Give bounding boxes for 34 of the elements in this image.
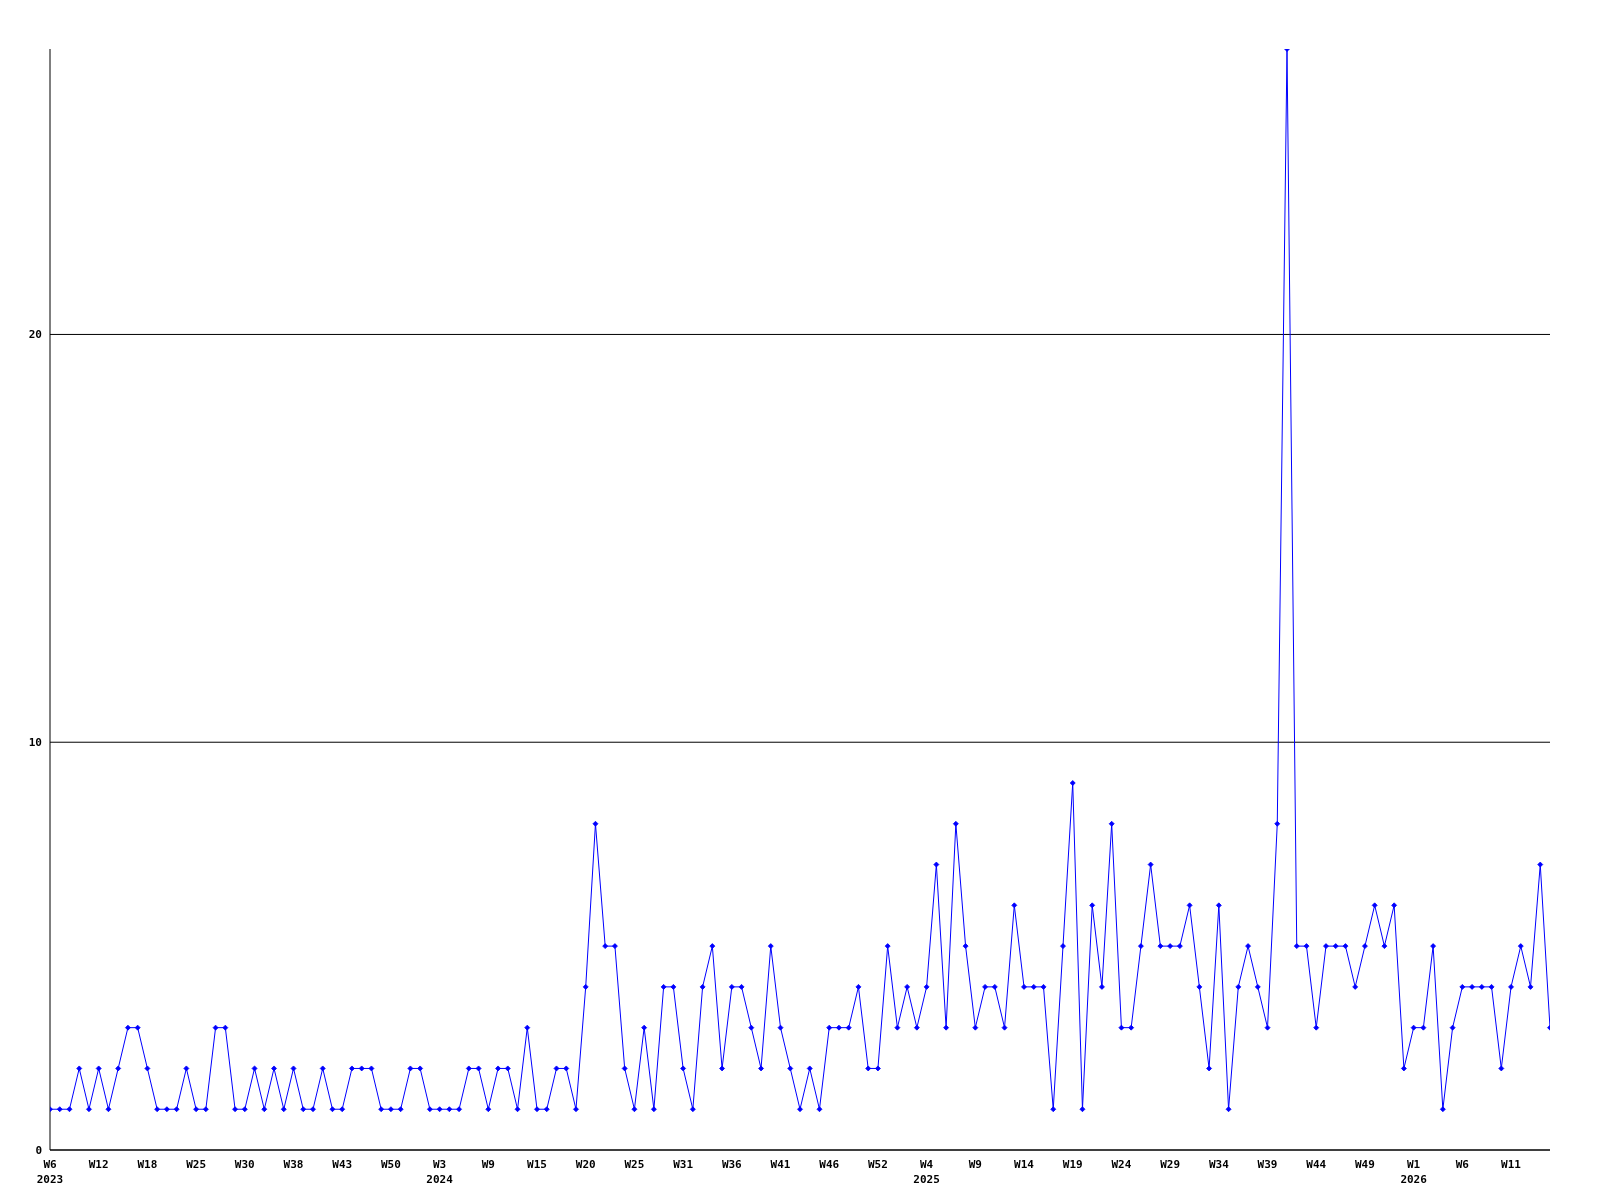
x-tick-label: W14 [1014, 1158, 1035, 1171]
x-tick-label: W18 [137, 1158, 158, 1171]
x-tick-label: W41 [770, 1158, 791, 1171]
x-tick-label: W25 [624, 1158, 645, 1171]
x-tick-label: W49 [1355, 1158, 1375, 1171]
y-tick-label: 0 [35, 1143, 42, 1157]
x-tick-label: W9 [968, 1158, 982, 1171]
x-tick-label: W19 [1062, 1158, 1083, 1171]
x-tick-label: W39 [1257, 1158, 1278, 1171]
x-tick-label: W15 [527, 1158, 547, 1171]
x-tick-label: W11 [1501, 1158, 1522, 1171]
x-tick-label: W44 [1306, 1158, 1327, 1171]
x-tick-label: W36 [721, 1158, 743, 1171]
x-tick-label: W52 [867, 1158, 888, 1171]
y-tick-label: 10 [28, 736, 42, 750]
x-tick-label: W24 [1111, 1158, 1132, 1171]
x-tick-label: W4 2025 [913, 1158, 940, 1186]
x-tick-label: W9 [481, 1158, 495, 1171]
y-tick-label: 20 [28, 328, 42, 342]
x-tick-label: W50 [380, 1158, 401, 1171]
x-tick-label: W6 2023 [36, 1158, 64, 1186]
x-tick-label: W38 [283, 1158, 304, 1171]
x-tick-label: W29 [1160, 1158, 1181, 1171]
x-tick-label: W3 2024 [426, 1158, 454, 1186]
x-tick-label: W34 [1208, 1158, 1230, 1171]
x-tick-label: W25 [186, 1158, 207, 1171]
x-tick-label: W43 [332, 1158, 353, 1171]
x-tick-label: W46 [819, 1158, 840, 1171]
x-tick-label: W20 [575, 1158, 596, 1171]
x-tick-label: W30 [234, 1158, 255, 1171]
x-tick-label: W31 [673, 1158, 694, 1171]
x-tick-label: W12 [88, 1158, 109, 1171]
x-tick-label: W6 [1455, 1158, 1470, 1171]
x-tick-label: W1 2026 [1400, 1158, 1428, 1186]
